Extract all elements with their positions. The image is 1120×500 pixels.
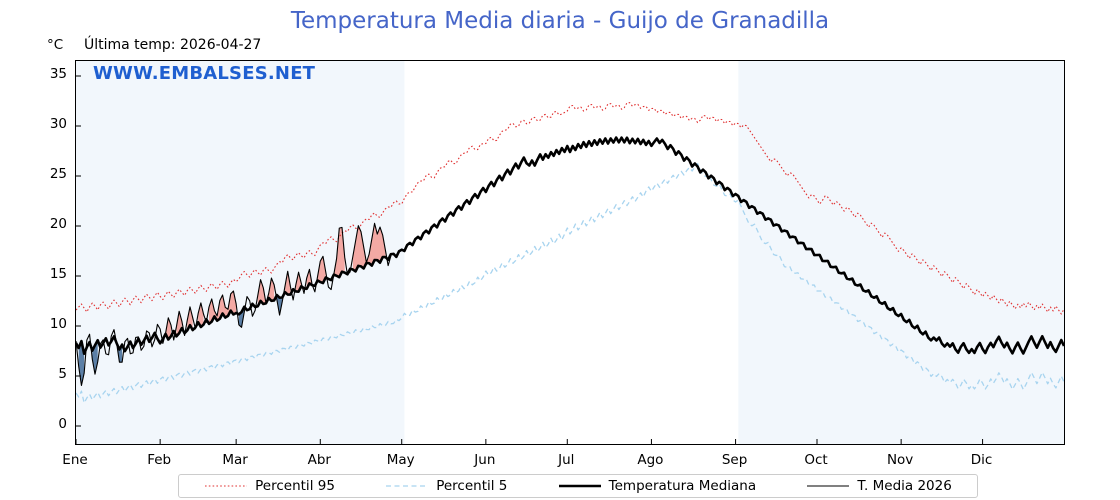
series-temperatura-mediana	[76, 136, 1064, 356]
watermark: WWW.EMBALSES.NET	[93, 63, 316, 84]
x-tick-label: Nov	[886, 452, 914, 468]
legend-swatch	[205, 485, 248, 487]
y-tick-label: 20	[49, 216, 67, 232]
y-tick-label: 10	[49, 316, 67, 332]
x-tick-label: Mar	[222, 452, 248, 468]
y-tick-label: 0	[58, 416, 67, 432]
y-axis-unit-label: °C	[47, 37, 64, 53]
x-tick-label: Oct	[804, 452, 828, 468]
legend-label: Temperatura Mediana	[608, 478, 757, 494]
y-tick-label: 15	[49, 266, 67, 282]
x-tick-label: Jun	[474, 452, 496, 468]
y-tick-label: 30	[49, 116, 67, 132]
x-tick-label: Dic	[970, 452, 993, 468]
legend-swatch	[386, 485, 429, 487]
legend-swatch	[558, 484, 601, 488]
legend-item[interactable]: Temperatura Mediana	[558, 478, 756, 494]
plot-area	[75, 60, 1065, 445]
x-tick-label: Ago	[637, 452, 664, 468]
last-temp-label: Última temp: 2026-04-27	[84, 37, 262, 53]
x-tick-label: Feb	[147, 452, 172, 468]
x-tick-label: May	[386, 452, 415, 468]
y-tick-label: 25	[49, 166, 67, 182]
legend-item[interactable]: T. Media 2026	[806, 478, 952, 494]
legend-label: Percentil 95	[255, 478, 335, 494]
legend-label: T. Media 2026	[857, 478, 952, 494]
legend-swatch	[807, 485, 850, 487]
y-tick-label: 35	[49, 66, 67, 82]
chart-legend: Percentil 95 Percentil 5 Temperatura Media…	[178, 474, 978, 498]
x-tick-label: Abr	[307, 452, 331, 468]
series-percentil-5	[76, 162, 1064, 404]
x-tick-label: Sep	[721, 452, 748, 468]
legend-label: Percentil 5	[436, 478, 508, 494]
plot-svg	[76, 61, 1064, 444]
x-tick-label: Jul	[558, 452, 575, 468]
legend-item[interactable]: Percentil 95	[204, 478, 335, 494]
x-tick-label: Ene	[62, 452, 88, 468]
season-bands	[76, 61, 1064, 444]
legend-item[interactable]: Percentil 5	[385, 478, 507, 494]
y-tick-label: 5	[58, 366, 67, 382]
page-title: Temperatura Media diaria - Guijo de Gran…	[290, 8, 830, 34]
series-t-media-2026	[76, 222, 392, 387]
